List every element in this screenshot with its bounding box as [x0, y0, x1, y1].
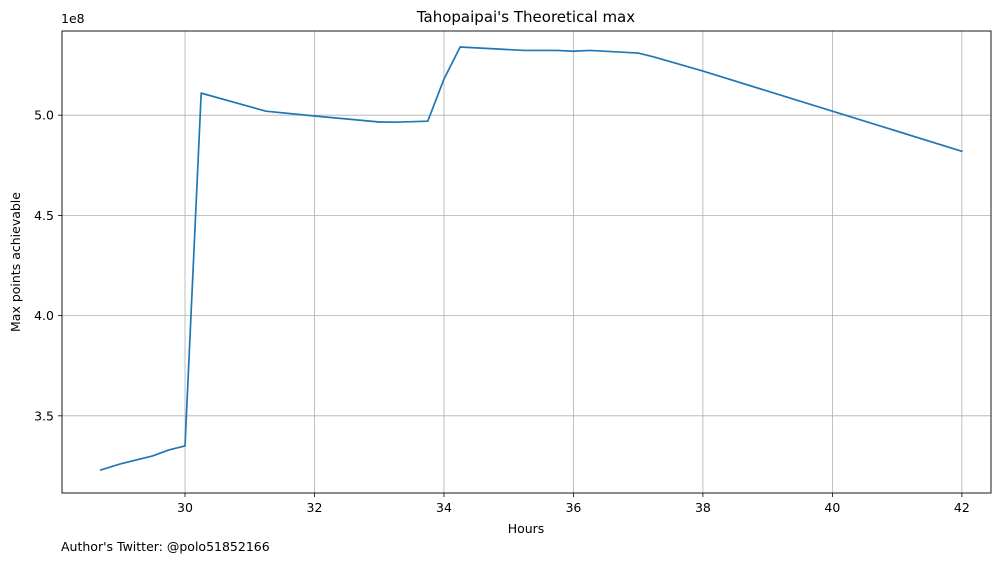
x-axis: 30 32 34 36 38 40 42	[177, 493, 970, 515]
series-layer	[99, 46, 963, 472]
x-tick-label: 40	[824, 500, 840, 515]
x-tick-label: 34	[436, 500, 452, 515]
author-twitter-text: Author's Twitter: @polo51852166	[61, 539, 270, 554]
x-tick-label: 38	[695, 500, 711, 515]
x-axis-label: Hours	[508, 521, 545, 536]
grid	[62, 31, 991, 493]
y-axis: 3.5 4.0 4.5 5.0	[34, 108, 62, 423]
y-offset-label: 1e8	[61, 11, 85, 26]
y-axis-label: Max points achievable	[8, 192, 23, 332]
x-tick-label: 42	[954, 500, 970, 515]
x-tick-label: 30	[177, 500, 193, 515]
y-tick-label: 3.5	[34, 408, 54, 423]
chart-title: Tahopaipai's Theoretical max	[416, 8, 635, 26]
y-tick-label: 5.0	[34, 108, 54, 123]
x-tick-label: 36	[565, 500, 581, 515]
series-line	[99, 46, 963, 472]
y-tick-label: 4.5	[34, 208, 54, 223]
y-tick-label: 4.0	[34, 308, 54, 323]
x-tick-label: 32	[307, 500, 323, 515]
plot-frame	[61, 30, 992, 494]
